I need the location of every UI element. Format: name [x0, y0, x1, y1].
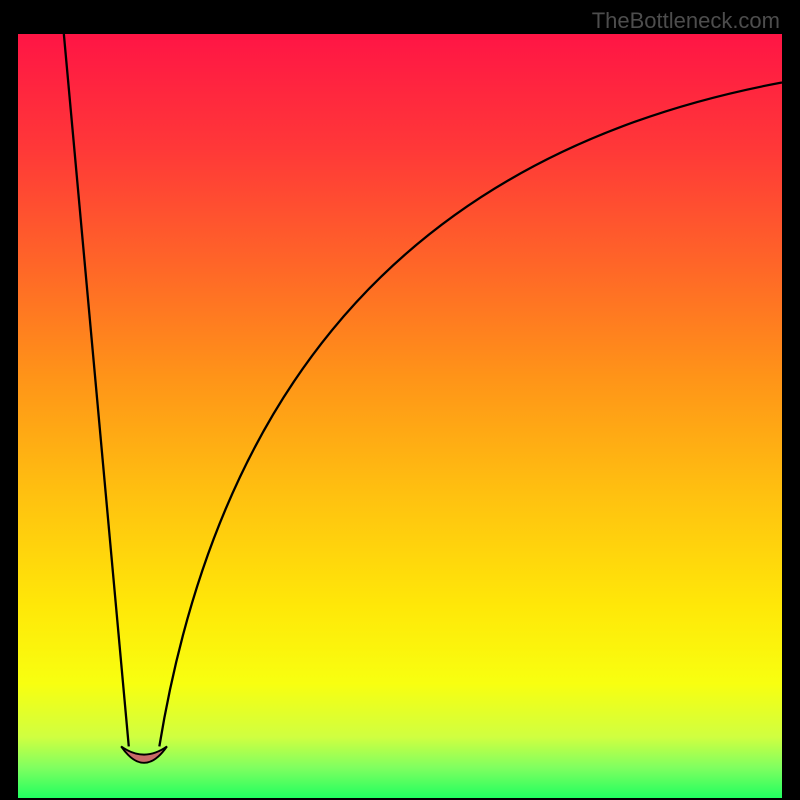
bottleneck-curve	[18, 34, 782, 780]
curve-bottom-connector	[121, 746, 167, 762]
curve-right-branch	[159, 82, 782, 746]
watermark-text: TheBottleneck.com	[592, 8, 780, 34]
plot-area	[18, 34, 782, 780]
chart-container: TheBottleneck.com	[0, 0, 800, 800]
curve-left-branch	[64, 34, 129, 746]
